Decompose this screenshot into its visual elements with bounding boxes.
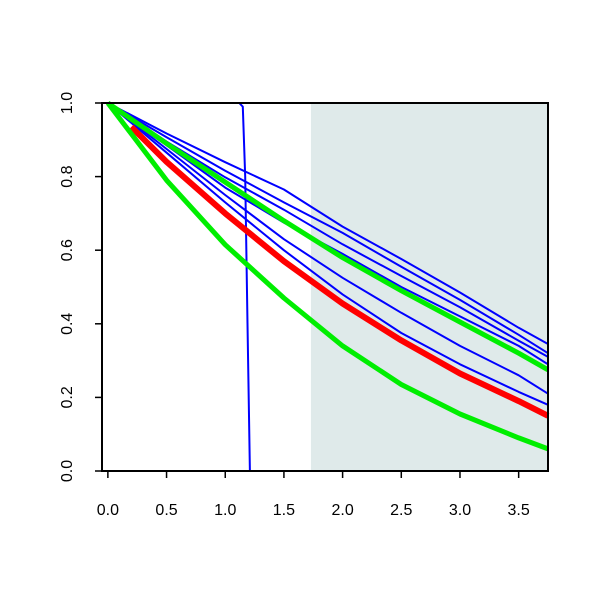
series-line-7 — [107, 102, 549, 406]
x-tick-label: 3.5 — [508, 502, 530, 519]
series-line-10 — [105, 101, 549, 452]
y-tick-label: 0.2 — [59, 386, 76, 408]
series-line-3 — [107, 102, 549, 355]
x-tick-label: 1.5 — [273, 502, 295, 519]
y-tick-label: 0.6 — [59, 239, 76, 261]
series-line-6 — [107, 102, 549, 395]
y-tick-label: 0.8 — [59, 165, 76, 187]
shaded-region-layer — [310, 103, 548, 471]
x-tick-label: 1.0 — [214, 502, 236, 519]
y-tick-label: 0.4 — [59, 313, 76, 335]
series-line-9 — [129, 124, 550, 419]
x-tick-label: 2.0 — [331, 502, 353, 519]
x-tick-label: 0.0 — [97, 502, 119, 519]
y-tick-label: 1.0 — [59, 92, 76, 114]
series-line-8 — [106, 100, 550, 372]
shaded-region — [310, 103, 548, 471]
axes-layer: 0.0 0.5 1.0 1.5 2.0 2.5 3.0 3.5 0.0 0.2 0.4 0.6 0.8 1… — [59, 92, 549, 519]
x-tick-label: 3.0 — [449, 502, 471, 519]
series-line-2 — [107, 102, 549, 345]
plot-frame — [101, 102, 549, 472]
x-tick-label: 2.5 — [390, 502, 412, 519]
series-layer — [105, 100, 550, 472]
y-tick-label: 0.0 — [59, 460, 76, 482]
x-tick-label: 0.5 — [155, 502, 177, 519]
series-line-5 — [107, 102, 549, 366]
